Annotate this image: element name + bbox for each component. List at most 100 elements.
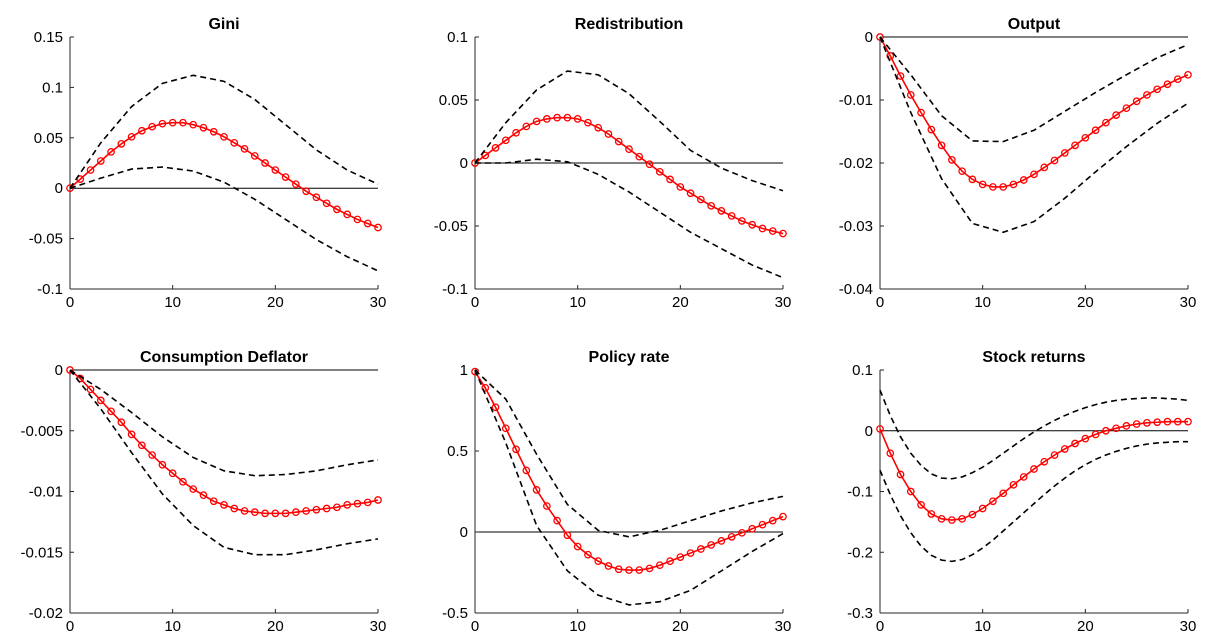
lower-band-line: [879, 440, 1188, 563]
median-point: [697, 195, 705, 204]
panel-title: Stock returns: [982, 349, 1085, 366]
median-point: [1102, 426, 1110, 435]
median-point: [230, 138, 239, 147]
median-point: [292, 180, 300, 189]
y-tick-label: -0.2: [847, 544, 873, 561]
median-point: [978, 180, 987, 189]
median-point: [666, 175, 674, 184]
median-point: [697, 545, 705, 553]
median-point: [1019, 176, 1028, 184]
median-point: [573, 115, 582, 123]
y-tick-label: -0.01: [29, 484, 63, 501]
median-point: [676, 183, 685, 191]
median-point: [779, 229, 787, 238]
median-point: [522, 466, 531, 475]
median-point: [107, 148, 115, 156]
median-point: [66, 184, 74, 193]
x-tick-label: 20: [672, 618, 689, 635]
median-point: [886, 449, 895, 458]
median-point: [999, 183, 1008, 191]
median-point: [758, 520, 767, 529]
y-tick-label: 0.15: [34, 29, 63, 46]
y-tick-label: -0.5: [442, 605, 468, 622]
median-point: [686, 189, 695, 198]
median-point: [917, 501, 925, 509]
median-point: [707, 541, 715, 549]
median-point: [1091, 430, 1100, 439]
y-tick-label: -0.1: [847, 484, 873, 501]
median-point: [604, 130, 613, 138]
median-point: [501, 136, 510, 145]
median-point: [927, 125, 936, 134]
median-point: [189, 120, 198, 129]
upper-band-line: [474, 70, 784, 192]
median-point: [302, 507, 310, 515]
x-tick-label: 20: [672, 294, 689, 311]
x-tick-label: 20: [267, 618, 284, 635]
median-point: [363, 219, 372, 228]
median-point: [158, 460, 167, 469]
median-point: [948, 156, 956, 164]
y-tick-label: -0.005: [20, 423, 63, 440]
median-point: [1184, 70, 1192, 79]
median-point: [312, 193, 321, 202]
x-tick-label: 30: [775, 618, 792, 635]
median-point: [322, 199, 331, 208]
median-point: [66, 366, 74, 374]
x-tick-label: 30: [775, 294, 792, 311]
median-response-line: [474, 116, 784, 235]
median-point: [512, 128, 520, 137]
median-point: [625, 145, 633, 153]
median-point: [1040, 163, 1049, 172]
lower-band-line: [69, 166, 379, 272]
x-tick-label: 0: [66, 294, 74, 311]
median-point: [86, 166, 95, 174]
median-point: [363, 498, 372, 507]
panel-title: Output: [1008, 16, 1061, 33]
median-point: [148, 451, 156, 459]
median-point: [958, 514, 966, 523]
median-point: [220, 501, 228, 509]
median-point: [717, 207, 726, 215]
median-point: [717, 537, 726, 545]
y-tick-label: 1: [460, 362, 468, 379]
y-tick-label: 0: [865, 423, 873, 440]
median-point: [768, 227, 777, 235]
y-tick-label: -0.3: [847, 605, 873, 622]
y-tick-label: -0.04: [839, 281, 873, 298]
median-point: [896, 470, 905, 479]
x-tick-label: 10: [974, 618, 991, 635]
median-point: [584, 118, 592, 127]
median-point: [748, 524, 757, 533]
median-point: [614, 565, 623, 574]
median-point: [968, 175, 977, 184]
median-point: [1173, 417, 1182, 426]
median-point: [302, 187, 310, 196]
median-point: [543, 115, 551, 123]
median-point: [512, 445, 520, 454]
median-point: [199, 491, 208, 499]
median-point: [543, 502, 551, 510]
upper-band-line: [474, 369, 784, 538]
y-tick-label: -0.02: [29, 605, 63, 622]
y-tick-label: -0.05: [434, 218, 468, 235]
median-point: [1163, 80, 1172, 89]
median-point: [584, 550, 592, 559]
median-point: [168, 469, 177, 478]
median-point: [522, 122, 531, 131]
median-point: [1050, 451, 1059, 459]
median-point: [1071, 141, 1079, 150]
median-point: [676, 553, 685, 561]
median-point: [138, 126, 146, 135]
median-point: [968, 510, 977, 519]
median-point: [553, 516, 561, 525]
median-point: [645, 564, 654, 573]
median-point: [250, 152, 259, 160]
y-tick-label: 0: [460, 155, 468, 172]
median-point: [1019, 473, 1028, 481]
x-tick-label: 10: [164, 618, 181, 635]
median-point: [148, 122, 156, 131]
x-tick-label: 30: [1180, 294, 1197, 311]
